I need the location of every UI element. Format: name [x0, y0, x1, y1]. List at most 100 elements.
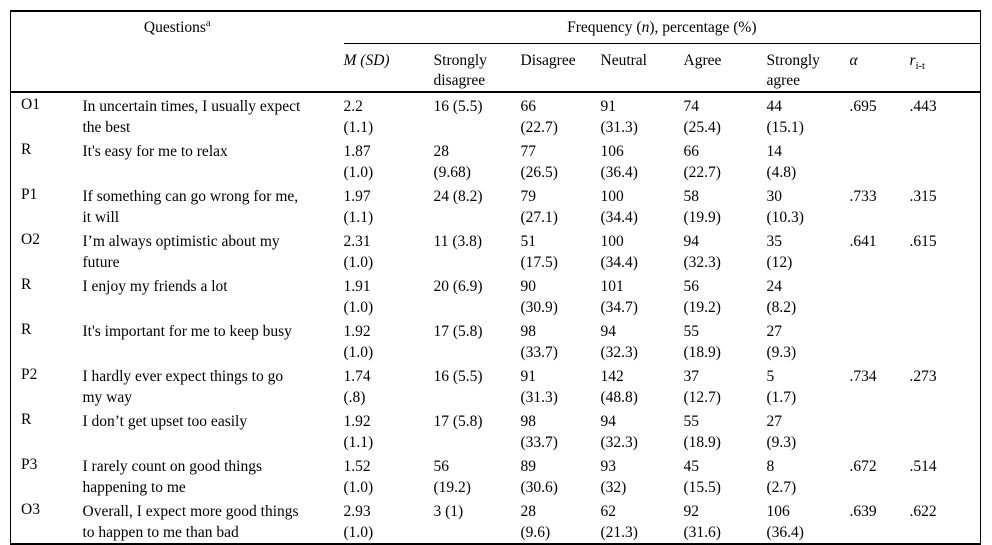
item-code: O1 [21, 96, 40, 113]
cell-strongly-agree: 8 (2.7) [767, 453, 850, 498]
question-line-2: it will [82, 209, 120, 226]
cell-line: 94 [600, 323, 617, 340]
cell-line: .315 [909, 188, 937, 205]
cell-line: 55 [683, 323, 700, 340]
cell-line: 1.87 [343, 143, 371, 160]
cell-m-sd: 1.91 (1.0) [344, 273, 434, 318]
cell-line: (9.3) [766, 434, 797, 451]
cell-rit [910, 318, 981, 363]
cell-m-sd: 2.93 (1.0) [344, 498, 434, 544]
cell-line: 37 [683, 368, 700, 385]
cell-line: 74 [683, 98, 700, 115]
frequency-label-post: ), percentage (%) [649, 19, 757, 36]
item-code: O3 [21, 501, 40, 518]
cell-line: 24 [766, 278, 783, 295]
question-line-1: I’m always optimistic about my [82, 233, 280, 250]
cell-line: 16 (5.5) [433, 368, 483, 385]
r-symbol: r [909, 51, 916, 69]
cell-line: 28 [433, 143, 450, 160]
cell-line: .639 [849, 503, 877, 520]
cell-m-sd: 1.74 (.8) [344, 363, 434, 408]
cell-rit: .622 [910, 498, 981, 544]
cell-line: 5 [766, 368, 775, 385]
cell-line: 1.92 [343, 413, 371, 430]
cell-disagree: 77 (26.5) [521, 138, 601, 183]
question-line-1: It's easy for me to relax [82, 143, 228, 160]
cell-alpha: .641 [850, 228, 910, 273]
cell-line: 24 (8.2) [433, 188, 483, 205]
cell-line: 77 [520, 143, 537, 160]
cell-line: 17 (5.8) [433, 413, 483, 430]
cell-line: .615 [909, 233, 937, 250]
cell-line: 98 [520, 413, 537, 430]
cell-line: (27.1) [520, 209, 558, 226]
cell-line: .733 [849, 188, 877, 205]
cell-line: (22.7) [520, 119, 558, 136]
col-header-rit: ri-t [909, 43, 981, 93]
cell-line: 91 [520, 368, 537, 385]
cell-line: (31.3) [520, 389, 558, 406]
cell-strongly-disagree: 17 (5.8) [434, 318, 521, 363]
cell-line: (34.4) [600, 254, 638, 271]
frequency-group-header: Frequency (n), percentage (%) [343, 11, 981, 44]
question-line-2: future [82, 254, 120, 271]
cell-line: (26.5) [520, 164, 558, 181]
question-cell: Overall, I expect more good things to hap… [83, 498, 344, 544]
cell-line: 2.2 [343, 98, 363, 115]
cell-line: .443 [909, 98, 937, 115]
cell-line: 100 [600, 233, 624, 250]
table-row: R I don’t get upset too easily 1.92 (1.1)… [11, 408, 981, 453]
cell-disagree: 28 (9.6) [521, 498, 601, 544]
cell-line: 66 [683, 143, 700, 160]
table-row: O3 Overall, I expect more good things to … [11, 498, 981, 544]
cell-line: (1.0) [343, 299, 374, 316]
cell-alpha [850, 318, 910, 363]
cell-disagree: 98 (33.7) [521, 318, 601, 363]
table-row: R It's easy for me to relax 1.87 (1.0) 28… [11, 138, 981, 183]
cell-line: 1.97 [343, 188, 371, 205]
question-line-2: happening to me [82, 479, 186, 496]
cell-line: 66 [520, 98, 537, 115]
cell-line: (12) [766, 254, 793, 271]
cell-line: 89 [520, 458, 537, 475]
frequency-n-symbol: n [641, 19, 650, 36]
cell-disagree: 51 (17.5) [521, 228, 601, 273]
cell-neutral: 100 (34.4) [601, 183, 684, 228]
questions-header-label: Questions [143, 19, 206, 36]
cell-line: 56 [683, 278, 700, 295]
cell-line: .672 [849, 458, 877, 475]
cell-line: (1.1) [343, 434, 374, 451]
cell-line: (30.9) [520, 299, 558, 316]
cell-agree: 94 (32.3) [684, 228, 767, 273]
cell-line: 27 [766, 413, 783, 430]
cell-strongly-disagree: 24 (8.2) [434, 183, 521, 228]
r-subscript: i-t [915, 60, 925, 72]
item-code: R [21, 321, 32, 338]
cell-disagree: 91 (31.3) [521, 363, 601, 408]
cell-strongly-disagree: 16 (5.5) [434, 363, 521, 408]
table-row: R It's important for me to keep busy 1.9… [11, 318, 981, 363]
question-line-2: the best [82, 119, 131, 136]
cell-strongly-disagree: 20 (6.9) [434, 273, 521, 318]
cell-line: (1.0) [343, 164, 374, 181]
cell-line: 55 [683, 413, 700, 430]
question-line-1: I hardly ever expect things to go [82, 368, 284, 385]
cell-line: (36.4) [600, 164, 638, 181]
col-header-code-spacer [10, 43, 83, 93]
cell-line: (10.3) [766, 209, 804, 226]
table-row: P1 If something can go wrong for me, it w… [11, 183, 981, 228]
cell-neutral: 142 (48.8) [601, 363, 684, 408]
cell-line: (33.7) [520, 434, 558, 451]
cell-strongly-disagree: 17 (5.8) [434, 408, 521, 453]
item-code: P3 [21, 456, 38, 473]
cell-line: 94 [600, 413, 617, 430]
question-line-2: my way [82, 389, 133, 406]
cell-m-sd: 1.52 (1.0) [344, 453, 434, 498]
cell-line: 51 [520, 233, 537, 250]
cell-line: (1.1) [343, 119, 374, 136]
cell-line: .622 [909, 503, 937, 520]
cell-line: (1.0) [343, 254, 374, 271]
item-code: R [21, 411, 32, 428]
table-row: R I enjoy my friends a lot 1.91 (1.0) 20 … [11, 273, 981, 318]
